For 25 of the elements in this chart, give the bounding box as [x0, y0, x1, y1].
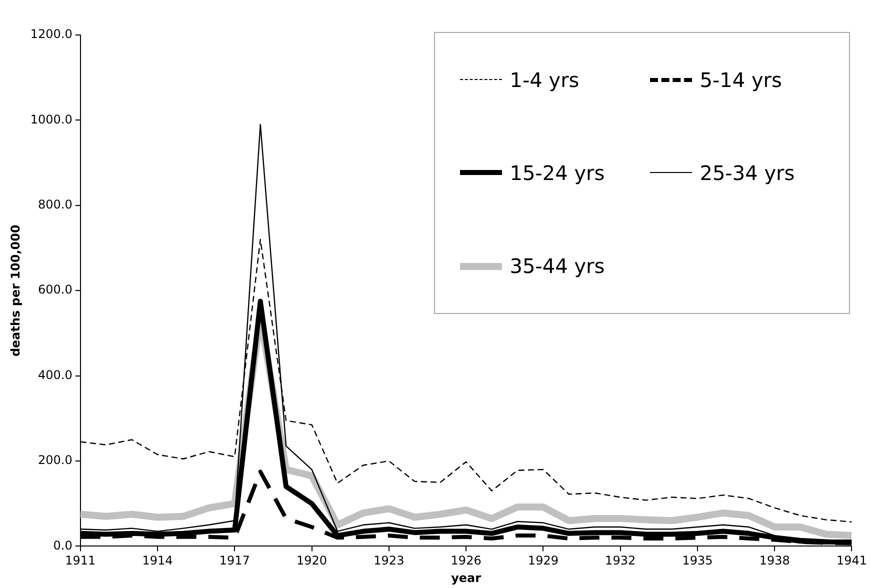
- y-tick-label: 1000.0: [30, 112, 72, 126]
- x-tick-label: 1935: [682, 554, 713, 568]
- x-tick-label: 1914: [142, 554, 173, 568]
- legend-label: 1-4 yrs: [510, 68, 580, 92]
- y-tick-label: 600.0: [38, 282, 72, 297]
- x-tick-label: 1932: [605, 554, 636, 568]
- x-tick-label: 1917: [219, 554, 250, 568]
- legend-label: 25-34 yrs: [700, 160, 795, 185]
- legend-label: 5-14 yrs: [700, 68, 782, 92]
- legend-label: 15-24 yrs: [510, 160, 605, 185]
- x-tick-label: 1920: [296, 554, 328, 568]
- y-tick-label: 1200.0: [30, 27, 72, 42]
- x-tick-label: 1911: [65, 554, 96, 568]
- x-tick-label: 1938: [759, 554, 790, 568]
- y-axis-title: deaths per 100,000: [8, 224, 22, 357]
- x-tick-label: 1926: [450, 554, 482, 568]
- y-tick-label: 200.0: [38, 453, 72, 468]
- x-tick-label: 1929: [528, 554, 558, 568]
- x-tick-label: 1923: [374, 554, 404, 568]
- x-tick-label: 1941: [836, 554, 868, 568]
- legend-label: 35-44 yrs: [510, 254, 605, 278]
- x-axis-title: year: [451, 570, 482, 585]
- y-tick-label: 400.0: [38, 368, 72, 382]
- y-tick-label: 800.0: [38, 198, 72, 212]
- y-tick-label: 0.0: [53, 538, 72, 552]
